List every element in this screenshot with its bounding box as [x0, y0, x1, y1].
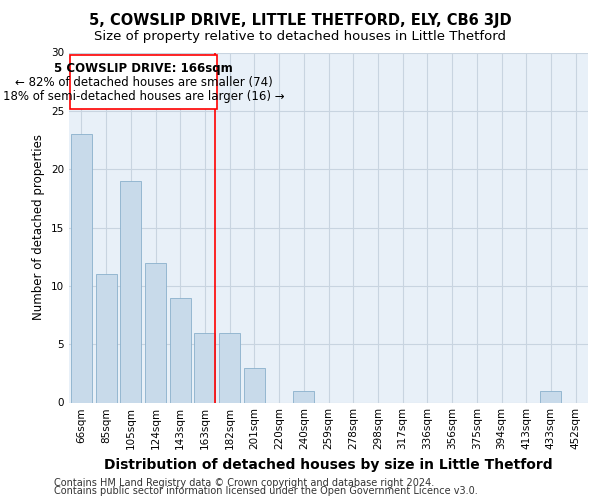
- Bar: [95, 274, 116, 402]
- Text: 5, COWSLIP DRIVE, LITTLE THETFORD, ELY, CB6 3JD: 5, COWSLIP DRIVE, LITTLE THETFORD, ELY, …: [89, 12, 511, 28]
- Bar: [541, 391, 562, 402]
- Y-axis label: Number of detached properties: Number of detached properties: [32, 134, 46, 320]
- Text: 18% of semi-detached houses are larger (16) →: 18% of semi-detached houses are larger (…: [2, 90, 284, 103]
- X-axis label: Distribution of detached houses by size in Little Thetford: Distribution of detached houses by size …: [104, 458, 553, 472]
- Bar: [70, 55, 217, 108]
- Text: Contains public sector information licensed under the Open Government Licence v3: Contains public sector information licen…: [54, 486, 478, 496]
- Bar: [145, 262, 166, 402]
- Bar: [120, 181, 141, 402]
- Text: 5 COWSLIP DRIVE: 166sqm: 5 COWSLIP DRIVE: 166sqm: [54, 62, 233, 75]
- Bar: [71, 134, 92, 402]
- Bar: [194, 332, 215, 402]
- Bar: [219, 332, 240, 402]
- Text: ← 82% of detached houses are smaller (74): ← 82% of detached houses are smaller (74…: [14, 76, 272, 89]
- Text: Contains HM Land Registry data © Crown copyright and database right 2024.: Contains HM Land Registry data © Crown c…: [54, 478, 434, 488]
- Bar: [170, 298, 191, 403]
- Text: Size of property relative to detached houses in Little Thetford: Size of property relative to detached ho…: [94, 30, 506, 43]
- Bar: [244, 368, 265, 402]
- Bar: [293, 391, 314, 402]
